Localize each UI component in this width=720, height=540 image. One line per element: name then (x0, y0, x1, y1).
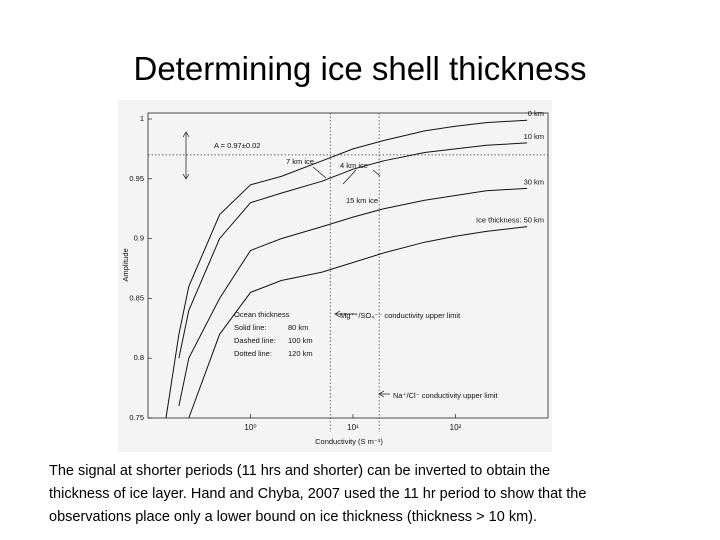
x-tick-label: 10² (450, 423, 462, 432)
figure: Conductivity (S m⁻¹) Amplitude A = 0.97±… (118, 100, 552, 452)
series-line (165, 119, 528, 419)
y-tick-label: 0.9 (134, 234, 144, 243)
y-tick-label: 0.75 (129, 413, 144, 422)
caption: The signal at shorter periods (11 hrs an… (49, 460, 709, 529)
plot-frame (147, 112, 549, 419)
series-label: 0 km (528, 109, 544, 118)
annotation: 7 km ice (286, 157, 314, 166)
y-tick-label: 0.95 (129, 174, 144, 183)
series-label: Ice thickness: 50 km (476, 216, 544, 225)
caption-line: thickness of ice layer. Hand and Chyba, … (49, 486, 587, 502)
caption-line: The signal at shorter periods (11 hrs an… (49, 463, 551, 479)
annotation: Ocean thickness (234, 310, 290, 319)
x-tick-label: 10¹ (347, 423, 359, 432)
annotation: Dotted line: (234, 349, 272, 358)
series-label: 10 km (524, 132, 544, 141)
series-line (188, 226, 528, 419)
annotation: Mg⁺⁺/SO₄⁻⁻ conductivity upper limit (340, 311, 461, 320)
annotation: Na⁺/Cl⁻ conductivity upper limit (393, 391, 499, 400)
annotation: 120 km (288, 349, 313, 358)
x-tick-label: 10⁰ (244, 423, 256, 432)
y-axis-label: Amplitude (121, 248, 130, 281)
annotation: A = 0.97±0.02 (214, 141, 260, 150)
annotation: Dashed line: (234, 336, 276, 345)
series-line (178, 142, 528, 359)
y-tick-label: 0.85 (129, 293, 144, 302)
x-axis-label: Conductivity (S m⁻¹) (315, 437, 383, 446)
annotation: 15 km ice (346, 196, 378, 205)
annotation: 4 km ice (340, 161, 368, 170)
annotation: 100 km (288, 336, 313, 345)
annotation: Solid line: (234, 323, 267, 332)
series-label: 30 km (524, 177, 544, 186)
annotation: 80 km (288, 323, 308, 332)
series-line (178, 187, 528, 407)
y-tick-label: 1 (140, 114, 144, 123)
figure-background (118, 100, 552, 452)
caption-line: observations place only a lower bound on… (49, 509, 538, 525)
slide-title: Determining ice shell thickness (133, 50, 587, 87)
y-tick-label: 0.8 (134, 353, 144, 362)
